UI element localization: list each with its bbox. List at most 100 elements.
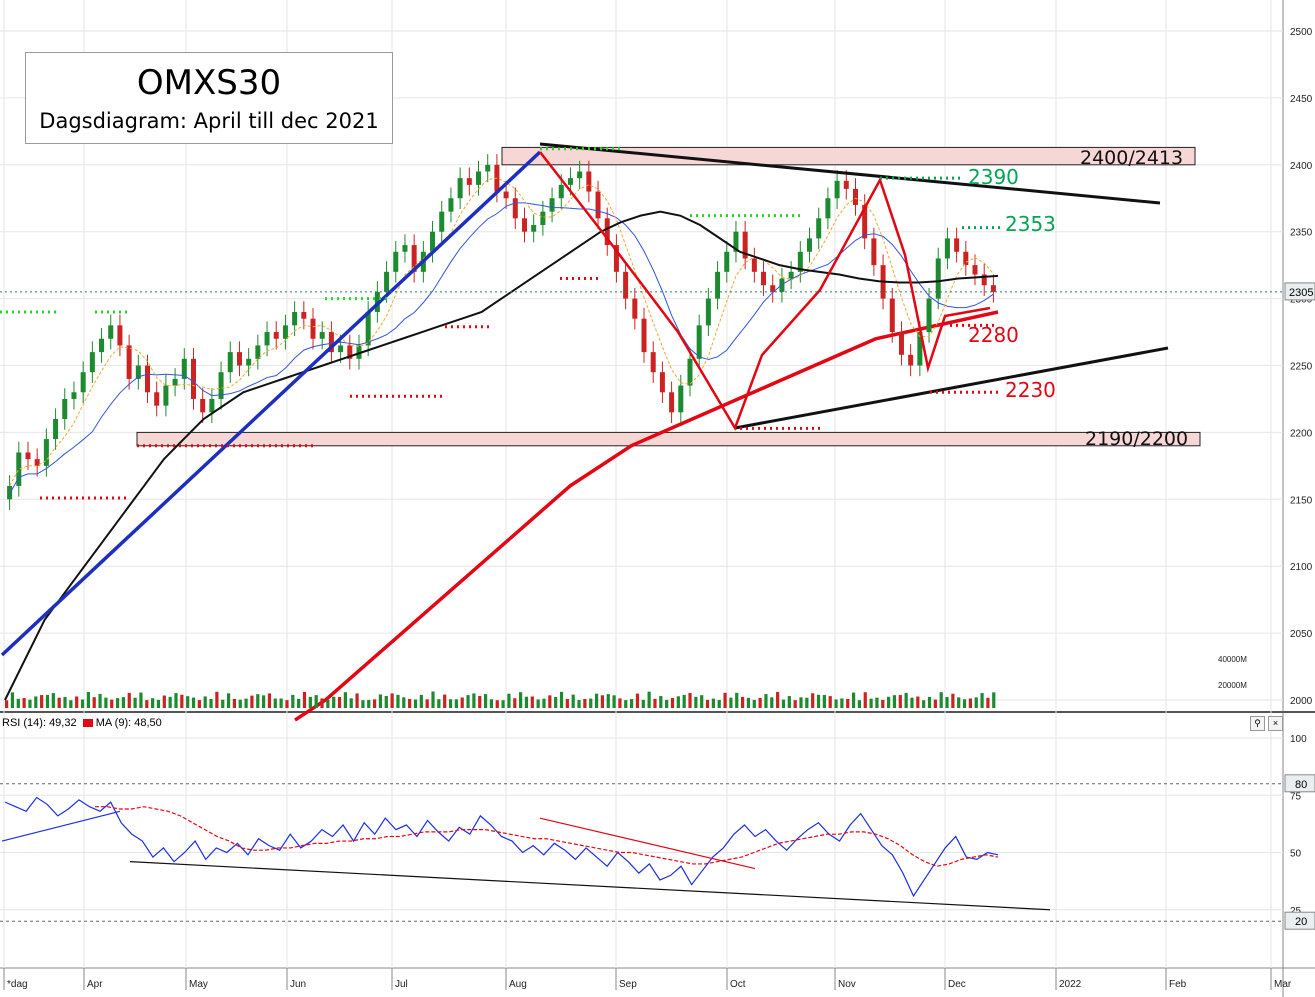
candle-body [227,352,233,373]
candle-body [347,345,353,359]
volume-bar [279,698,283,708]
volume-bar [577,700,581,708]
volume-bar [933,699,937,708]
time-tick-label: Aug [509,979,527,990]
candle-body [181,358,187,379]
candle-body [779,278,785,292]
volume-bar [752,699,756,708]
candle-body [485,164,491,172]
candle-body [852,188,858,205]
zone-label: 2400/2413 [1080,147,1183,169]
volume-bar [542,698,546,708]
wave-pattern-line [539,151,991,431]
volume-bar [641,699,645,708]
time-tick-label: Dec [948,979,966,990]
volume-bar [489,699,494,708]
rsi-tick-label: 100 [1290,734,1307,745]
volume-bar [256,694,260,708]
volume-bar [495,700,499,708]
candle-body [742,231,748,259]
volume-bar [75,696,79,708]
volume-bar [86,692,90,708]
volume-bar [203,696,207,708]
volume-bar [624,700,628,708]
volume-bar [565,699,569,708]
price-tick-label: 2050 [1290,629,1313,640]
candle-body [190,358,196,399]
volume-bar [326,699,330,708]
volume-bar [215,691,219,708]
price-tick-label: 2350 [1290,228,1313,239]
rsi-level-label: 80 [1295,779,1307,791]
candle-body [356,345,362,359]
candle-body [218,372,224,399]
volume-bar [413,699,418,708]
candle-body [25,452,31,460]
volume-bar [811,693,815,708]
volume-bar [466,695,470,708]
volume-bar [349,698,353,708]
volume-bar [729,697,733,708]
rsi-level-label: 20 [1295,916,1307,928]
time-tick-label: Jun [290,979,306,990]
volume-bar [787,696,791,708]
candle-body [163,385,169,406]
volume-bar [992,692,996,708]
candle-body [135,365,141,379]
volume-bar [262,695,266,708]
volume-bar [740,696,745,708]
candle-body [62,398,68,420]
volume-bar [69,700,73,708]
close-pane-icon[interactable]: × [1268,716,1283,731]
candle-body [540,211,546,226]
candle-body [264,332,270,346]
candle-body [678,385,684,413]
volume-bar [209,698,213,708]
volume-bar [816,694,821,708]
candle-body [503,191,509,199]
volume-bar [618,698,622,708]
level-label: 2390 [968,165,1019,189]
volume-bar [723,692,727,708]
candle-body [531,225,537,232]
volume-bar [910,697,914,708]
volume-bar [892,695,897,708]
candle-body [126,345,132,379]
candle-body [935,258,941,299]
volume-bar [337,696,342,708]
ma-short-line [9,202,994,495]
volume-bar [863,692,867,708]
volume-bar [396,694,400,708]
volume-bar [378,694,383,708]
volume-bar [688,693,692,708]
volume-bar [121,697,126,708]
candle-body [761,271,767,286]
volume-bar [355,693,359,708]
volume-bar [635,693,640,708]
zone-label: 2190/2200 [1085,428,1188,450]
current-price-tag [1284,282,1315,301]
volume-bar [320,698,324,708]
candle-body [669,392,675,413]
volume-bar [472,693,476,708]
volume-bar [536,699,540,708]
candle-body [89,352,95,373]
rsi-tick-label: 25 [1290,906,1302,917]
candle-body [908,354,914,366]
volume-bar [267,693,272,708]
rsi-level-tag [1284,774,1315,793]
candle-body [990,285,996,292]
candle-body [696,325,702,359]
volume-bar [846,698,850,708]
price-zone [136,431,1201,447]
zoom-icon[interactable]: ⚲ [1250,716,1265,731]
candle-body [641,318,647,353]
volume-bar [232,698,237,708]
volume-bar [285,700,289,708]
volume-bar [653,698,657,708]
candle-body [558,184,564,199]
candle-body [770,285,776,292]
candle-body [871,238,877,266]
candle-body [255,345,261,359]
volume-bar [857,700,862,708]
